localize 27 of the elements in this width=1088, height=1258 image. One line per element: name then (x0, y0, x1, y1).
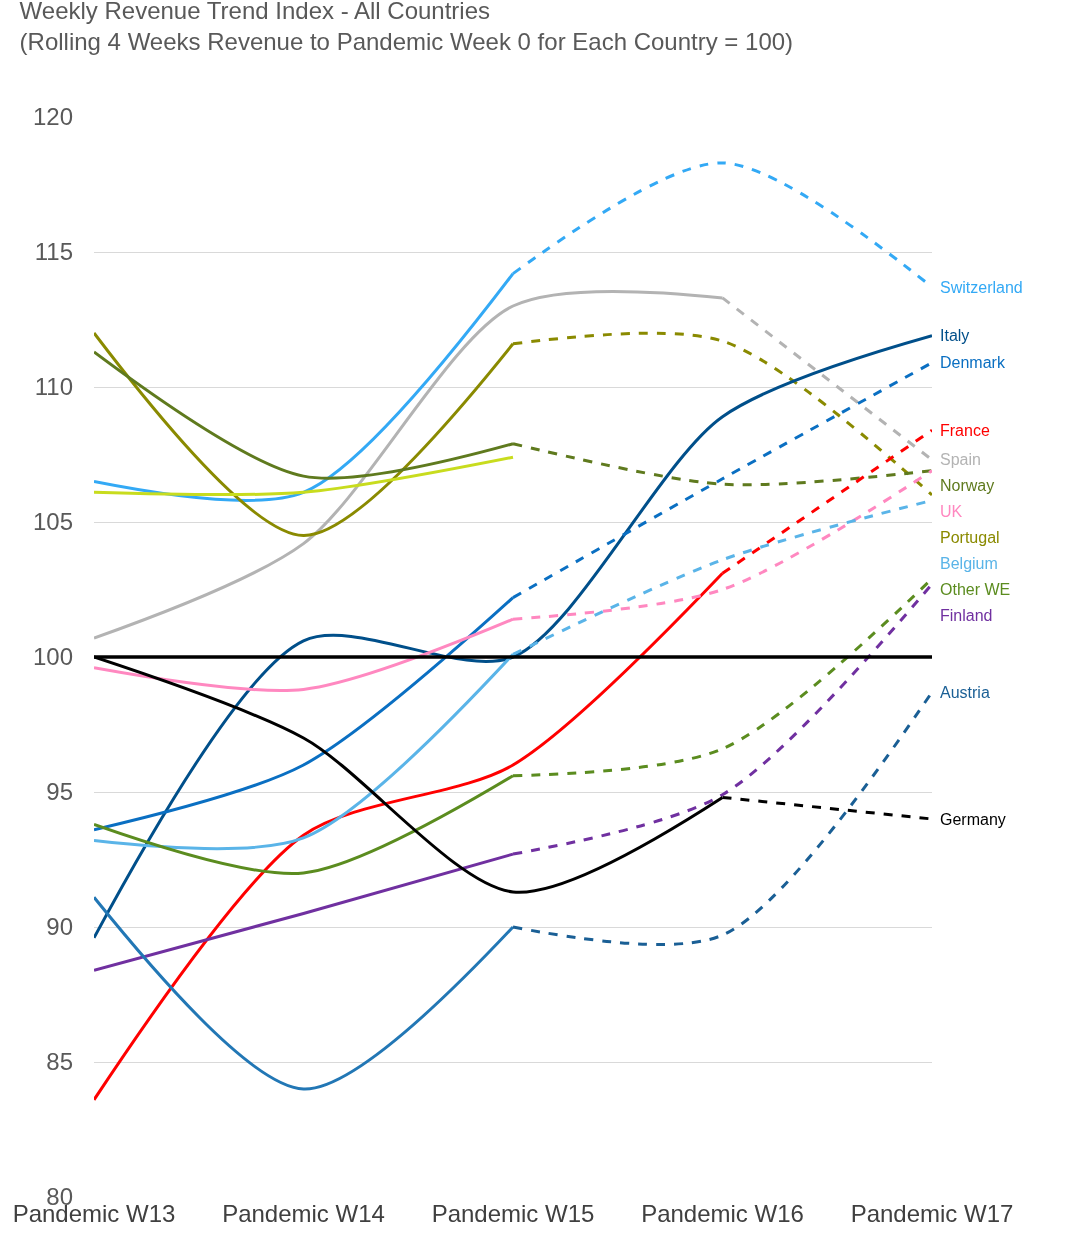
chart-title: Weekly Revenue Trend Index - All Countries (19, 0, 491, 24)
series-label: UK (940, 503, 963, 520)
y-tick-label: 120 (32, 103, 73, 131)
x-tick-label: Pandemic W16 (641, 1200, 804, 1227)
series-label: Austria (940, 684, 990, 701)
y-tick-label: 110 (34, 373, 73, 401)
series-label: Norway (940, 477, 995, 494)
series-label: Spain (940, 451, 981, 468)
text: Portugal (940, 529, 1000, 546)
x-tick-label: Pandemic W15 (431, 1200, 595, 1227)
y-tick-label: 85 (46, 1048, 73, 1076)
series-label: Denmark (940, 354, 1006, 371)
series-label: Germany (940, 811, 1006, 828)
series-label: Italy (940, 327, 970, 344)
y-tick-label: 95 (46, 778, 73, 806)
series-label: Other WE (940, 581, 1011, 598)
series-label: France (940, 422, 990, 439)
x-tick-label: Pandemic W14 (222, 1200, 385, 1227)
y-tick-label: 105 (32, 508, 73, 536)
y-tick-label: 90 (46, 913, 73, 941)
chart-subtitle: (Rolling 4 Weeks Revenue to Pandemic Week 0 for Each Country = 100) (19, 28, 794, 56)
series-label: Finland (940, 607, 993, 624)
text: Belgium (940, 555, 998, 572)
y-tick-label: 115 (34, 238, 73, 266)
y-tick-label: 100 (32, 643, 73, 671)
series-label: Switzerland (940, 279, 1023, 296)
x-tick-label: Pandemic W17 (850, 1200, 1014, 1227)
